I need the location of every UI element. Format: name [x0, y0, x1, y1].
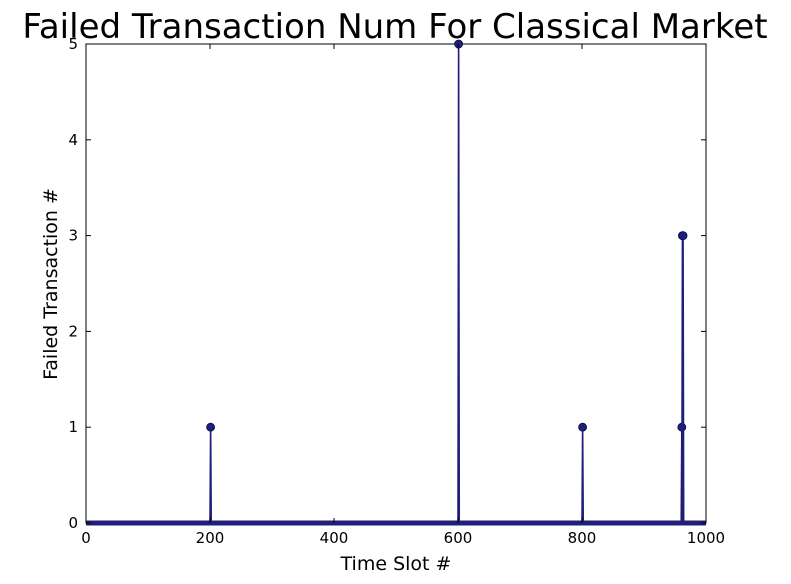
x-tick-label: 400 [320, 529, 349, 547]
x-axis-ticks: 0 200 400 600 800 1000 [81, 44, 725, 547]
y-tick-label: 5 [68, 35, 78, 53]
data-point [578, 422, 588, 432]
plot-frame [85, 43, 707, 524]
x-tick-label: 0 [81, 529, 91, 547]
series-spike [681, 235, 685, 524]
series-spike [581, 427, 585, 524]
y-tick-label: 4 [68, 131, 78, 149]
data-point [678, 231, 688, 241]
x-tick-label: 800 [568, 529, 597, 547]
series-spike [457, 43, 461, 524]
x-tick-label: 1000 [687, 529, 725, 547]
x-tick-label: 600 [444, 529, 473, 547]
data-point [454, 39, 464, 49]
y-tick-label: 0 [68, 514, 78, 532]
y-axis-label: Failed Transaction # [40, 188, 62, 380]
chart-title: Failed Transaction Num For Classical Mar… [22, 7, 767, 47]
data-point [206, 422, 216, 432]
x-axis-label: Time Slot # [340, 553, 452, 575]
series-spike [209, 427, 213, 524]
plot-area: 0 200 400 600 800 1000 0 1 2 3 4 5 [68, 35, 725, 547]
y-tick-label: 2 [68, 322, 78, 340]
y-tick-label: 3 [68, 227, 78, 245]
y-axis-ticks: 0 1 2 3 4 5 [68, 35, 706, 532]
y-tick-label: 1 [68, 418, 78, 436]
x-tick-label: 200 [196, 529, 225, 547]
series-layer [86, 39, 706, 526]
